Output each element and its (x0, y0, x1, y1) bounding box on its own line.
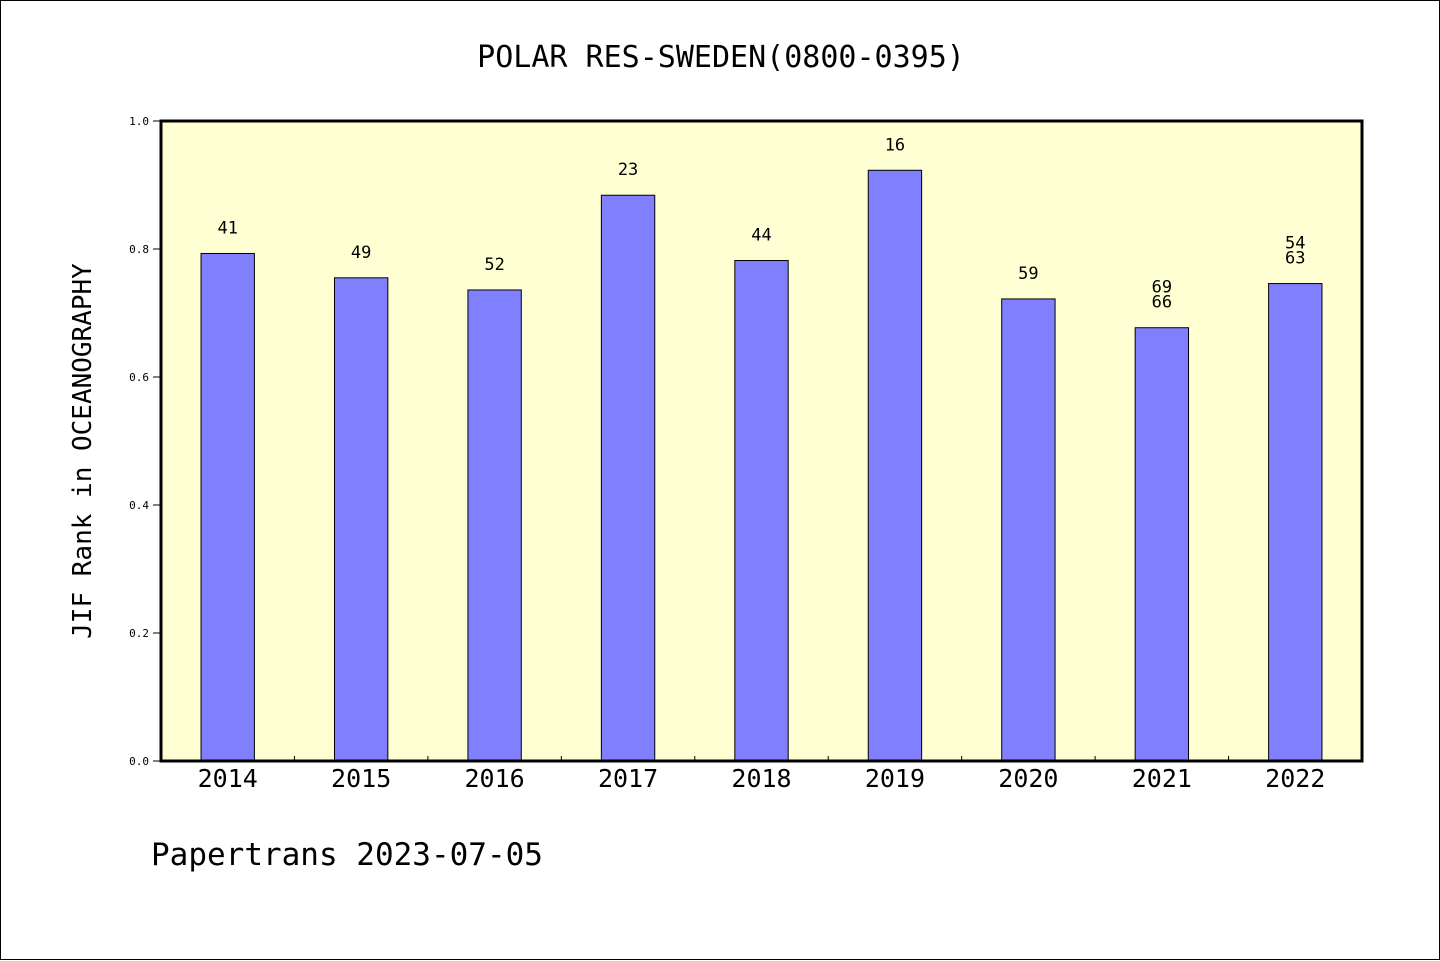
bars-group (200, 169, 1323, 762)
chart-title: POLAR RES-SWEDEN(0800-0395) (477, 40, 965, 75)
x-tick-label-2017: 2017 (598, 764, 658, 793)
x-tick-label-2022: 2022 (1265, 764, 1325, 793)
x-tick-label-2019: 2019 (865, 764, 925, 793)
y-tick-label-3: 0.6 (129, 371, 149, 384)
bar-label-2020-0: 59 (1018, 264, 1038, 284)
x-tick-label-2021: 2021 (1132, 764, 1192, 793)
bar-2016 (467, 289, 522, 762)
bar-label-2014-0: 41 (217, 218, 237, 238)
bar-2015 (333, 277, 389, 762)
bar-2020 (1001, 298, 1056, 762)
y-axis: 0.0 0.2 0.4 0.6 0.8 1.0 (129, 115, 161, 768)
bar-2014 (200, 252, 255, 762)
bar-label-2019-0: 16 (885, 135, 905, 155)
bar-2021 (1134, 327, 1190, 762)
bar-label-2016-0: 52 (484, 255, 504, 275)
x-tick-label-2014: 2014 (198, 764, 258, 793)
x-tick-label-2016: 2016 (465, 764, 525, 793)
bar-2019 (867, 169, 923, 762)
x-tick-label-2020: 2020 (998, 764, 1058, 793)
bar-label-2022-1: 63 (1285, 249, 1305, 269)
bar-label-2015-0: 49 (351, 243, 371, 263)
bar-2022 (1268, 283, 1323, 762)
bar-label-2021-0: 69 (1152, 278, 1172, 298)
y-tick-label-2: 0.4 (129, 499, 149, 512)
y-tick-label-1: 0.2 (129, 627, 149, 640)
y-axis-label: JIF Rank in OCEANOGRAPHY (68, 263, 98, 639)
y-tick-label-5: 1.0 (129, 115, 149, 128)
x-axis: 2014 2015 2016 2017 2018 2019 2020 2021 2022 (198, 756, 1325, 793)
footer-text: Papertrans 2023-07-05 (151, 837, 543, 873)
x-tick-label-2015: 2015 (331, 764, 391, 793)
x-tick-label-2018: 2018 (731, 764, 791, 793)
bar-label-2022-0: 54 (1285, 234, 1305, 254)
bar-2017 (600, 194, 656, 762)
bar-2018 (734, 260, 789, 762)
y-tick-label-4: 0.8 (129, 243, 149, 256)
bar-label-2021-1: 66 (1152, 293, 1172, 313)
bar-label-2018-0: 44 (751, 226, 771, 246)
bar-label-2017-0: 23 (618, 160, 638, 180)
y-tick-label-0: 0.0 (129, 755, 149, 768)
plot-border (159, 119, 1364, 763)
